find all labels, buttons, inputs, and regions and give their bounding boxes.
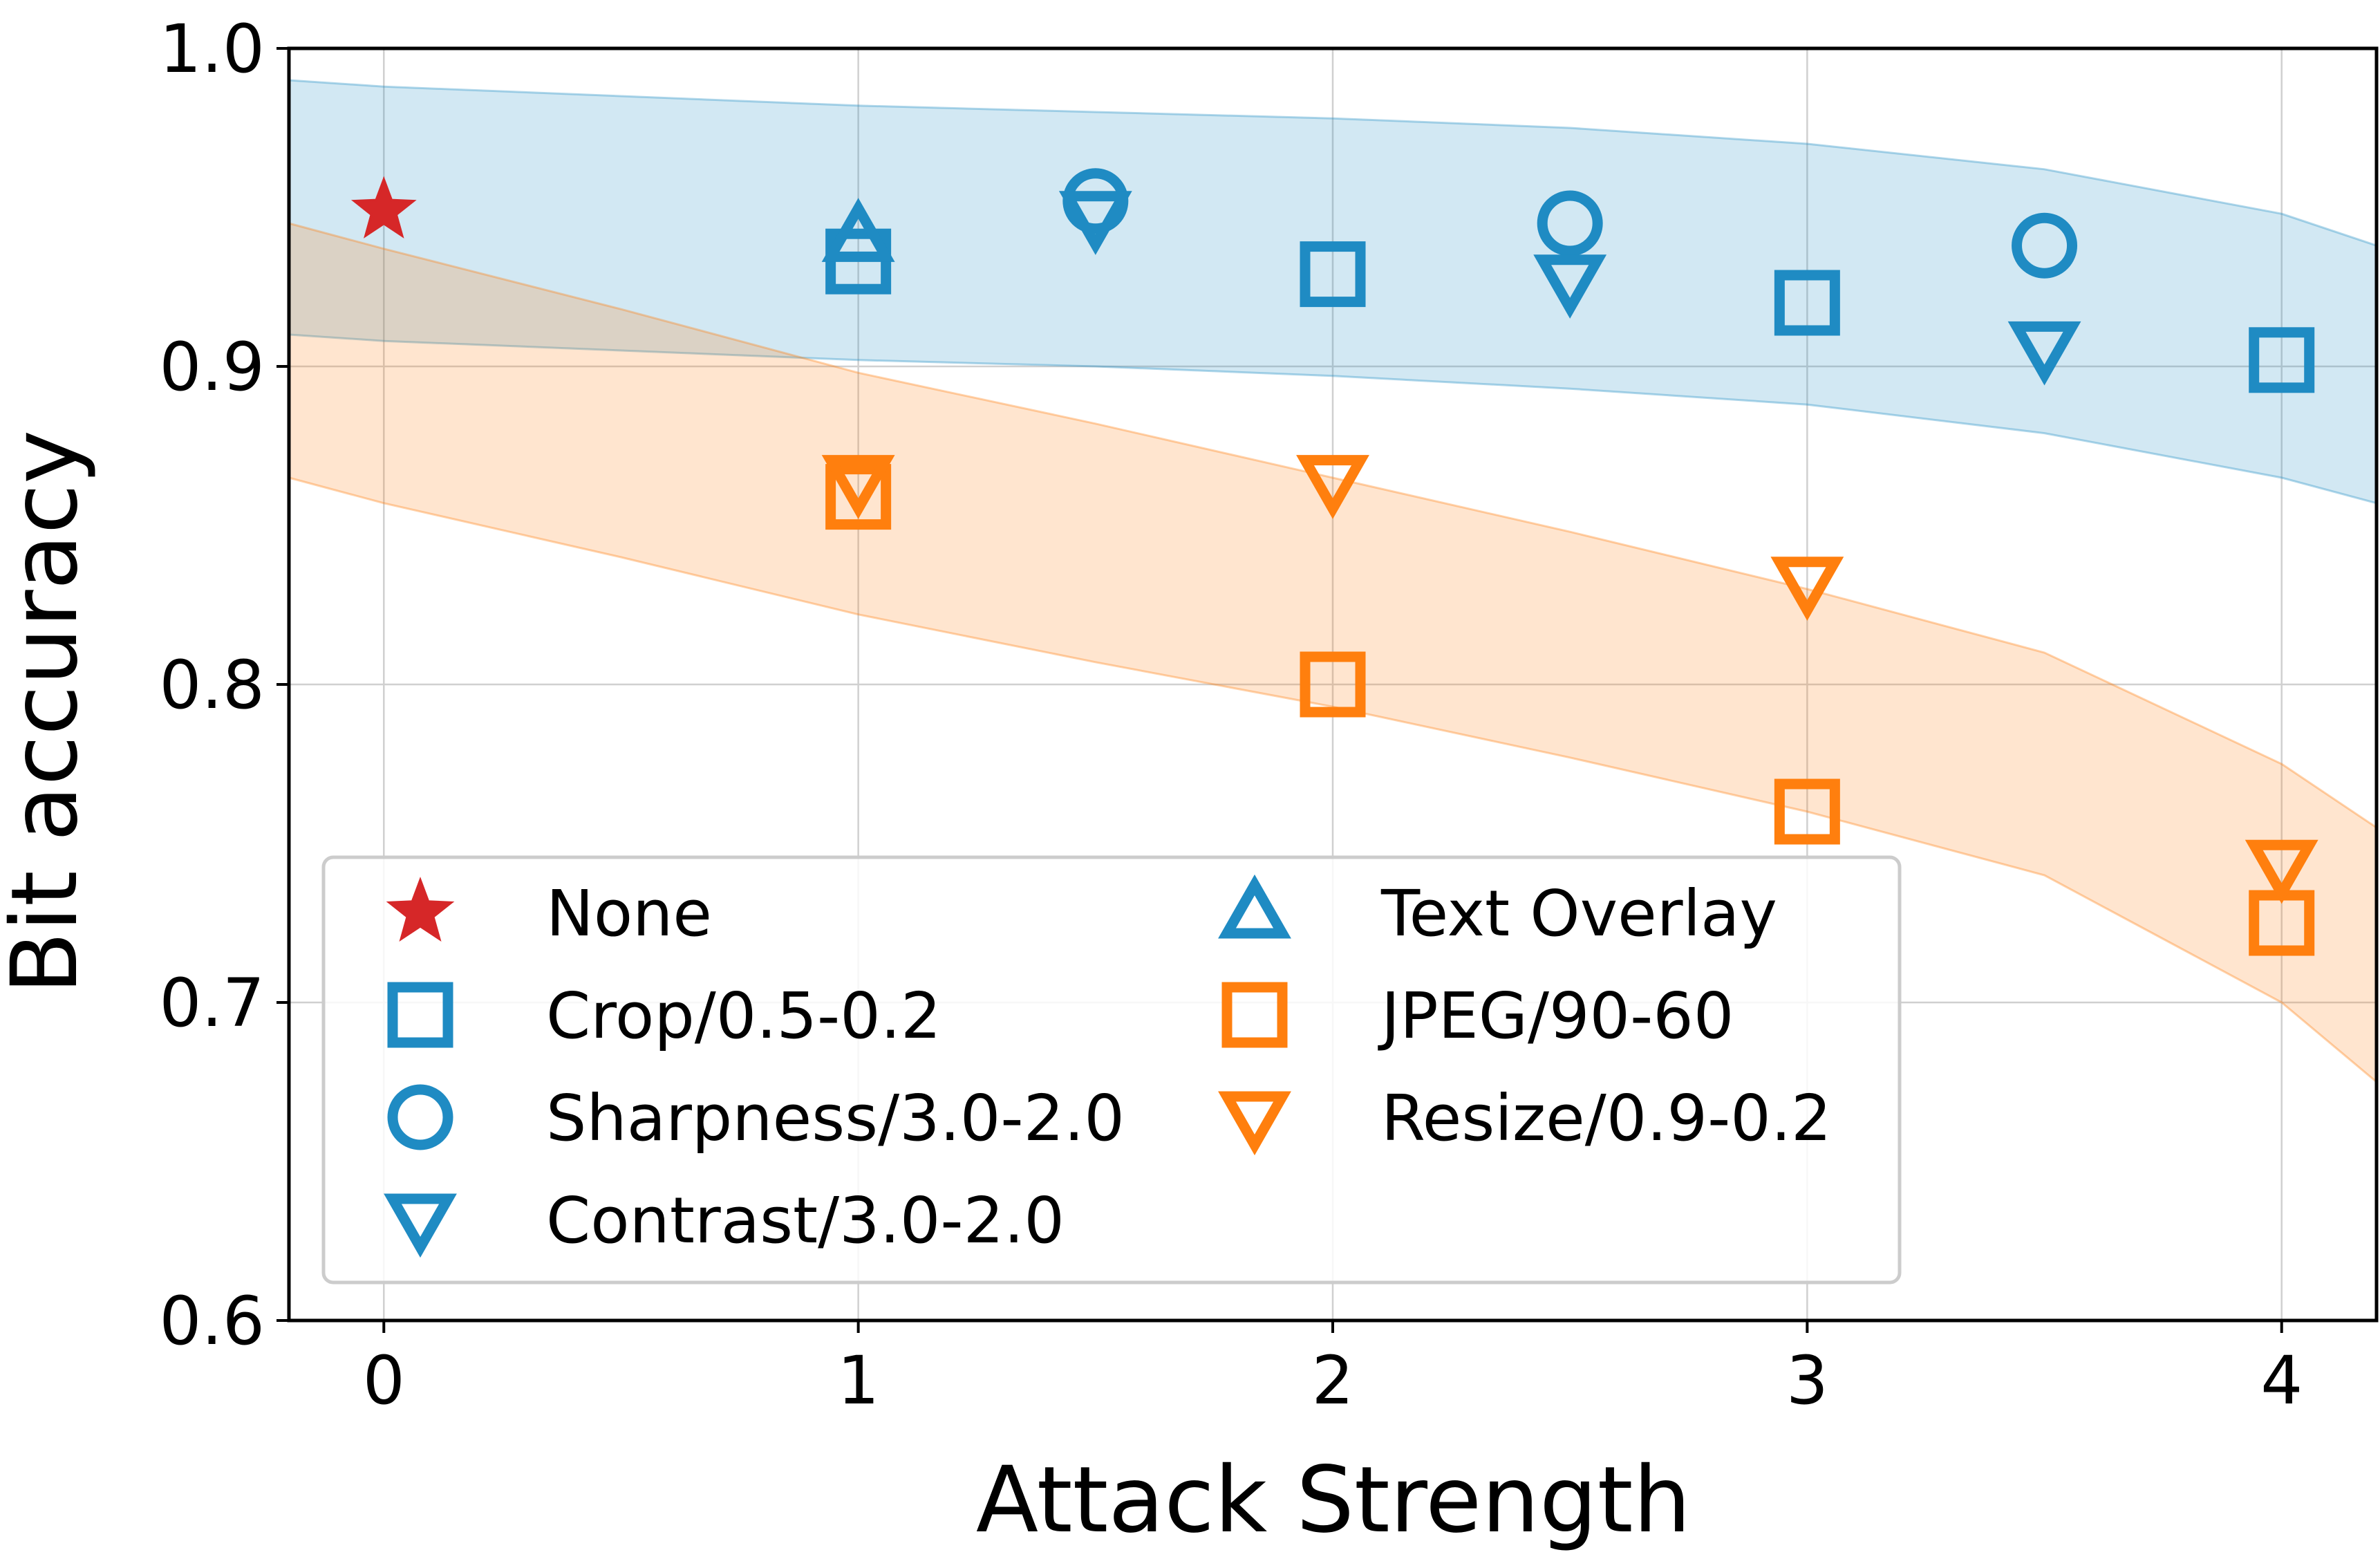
y-tick-label: 0.8 — [159, 646, 265, 724]
legend-label: JPEG/90-60 — [1378, 979, 1734, 1053]
data-point-jpeg-90-60 — [825, 464, 892, 530]
y-tick-label: 0.7 — [159, 964, 265, 1042]
legend-marker-resize-0-9-0-2 — [1218, 1091, 1291, 1156]
blue-band — [289, 80, 2377, 503]
data-point-contrast-3-0-2-0 — [1533, 254, 1607, 319]
x-axis-title: Attack Strength — [976, 1447, 1691, 1553]
legend-label: Text Overlay — [1380, 877, 1777, 951]
legend-label: Crop/0.5-0.2 — [546, 979, 941, 1053]
x-tick-label: 2 — [1311, 1342, 1353, 1419]
data-point-resize-0-9-0-2 — [821, 455, 895, 519]
y-axis-title: Bit accuracy — [0, 430, 98, 995]
legend-box — [321, 855, 1902, 1285]
data-point-jpeg-90-60 — [1774, 778, 1840, 845]
legend-marker-crop-0-5-0-2 — [387, 982, 453, 1048]
data-point-text-overlay — [821, 198, 895, 262]
blue-band-lower-edge — [288, 333, 2377, 505]
data-point-resize-0-9-0-2 — [1770, 557, 1844, 621]
legend-marker-none — [386, 877, 455, 942]
legend-marker-sharpness-3-0-2-0 — [387, 1084, 453, 1150]
data-point-crop-0-5-0-2 — [1774, 270, 1840, 336]
data-point-none — [350, 176, 417, 239]
data-point-sharpness-3-0-2-0 — [1537, 190, 1603, 256]
x-tick-label: 4 — [2260, 1342, 2303, 1419]
data-point-resize-0-9-0-2 — [2245, 839, 2318, 904]
data-point-jpeg-90-60 — [1300, 651, 1366, 718]
legend-marker-jpeg-90-60 — [1221, 982, 1288, 1048]
data-point-resize-0-9-0-2 — [1296, 455, 1369, 519]
orange-band-lower-edge — [288, 476, 2377, 1083]
orange-band-upper-edge — [288, 222, 2377, 829]
data-point-contrast-3-0-2-0 — [1058, 191, 1132, 255]
y-tick-label: 0.9 — [159, 328, 265, 406]
y-tick-label: 1.0 — [159, 10, 265, 88]
axes: 0 1 2 3 4 0.6 0.7 0.8 0.9 1.0 — [159, 10, 2379, 1419]
blue-band-upper-edge — [288, 79, 2377, 247]
x-tick-label: 3 — [1786, 1342, 1828, 1419]
series-none — [350, 176, 417, 239]
legend-label: Sharpness/3.0-2.0 — [546, 1081, 1125, 1155]
y-tick-label: 0.6 — [159, 1282, 265, 1360]
legend-label: Resize/0.9-0.2 — [1381, 1081, 1832, 1155]
data-point-crop-0-5-0-2 — [1300, 241, 1366, 308]
data-markers — [350, 168, 2318, 956]
legend-marker-contrast-3-0-2-0 — [384, 1193, 457, 1258]
data-point-contrast-3-0-2-0 — [2007, 321, 2081, 386]
data-point-sharpness-3-0-2-0 — [2012, 212, 2078, 279]
legend: None Crop/0.5-0.2 Sharpness/3.0-2.0 Contras… — [321, 855, 1902, 1285]
series-text-overlay — [821, 198, 895, 262]
legend-label: None — [546, 877, 712, 951]
series-resize-0-9-0-2 — [821, 455, 2318, 904]
x-tick-label: 1 — [837, 1342, 879, 1419]
x-tick-label: 0 — [363, 1342, 405, 1419]
series-contrast-3-0-2-0 — [1058, 191, 2081, 386]
data-point-crop-0-5-0-2 — [2249, 327, 2315, 393]
legend-marker-text-overlay — [1218, 874, 1291, 939]
legend-label: Contrast/3.0-2.0 — [546, 1184, 1065, 1258]
